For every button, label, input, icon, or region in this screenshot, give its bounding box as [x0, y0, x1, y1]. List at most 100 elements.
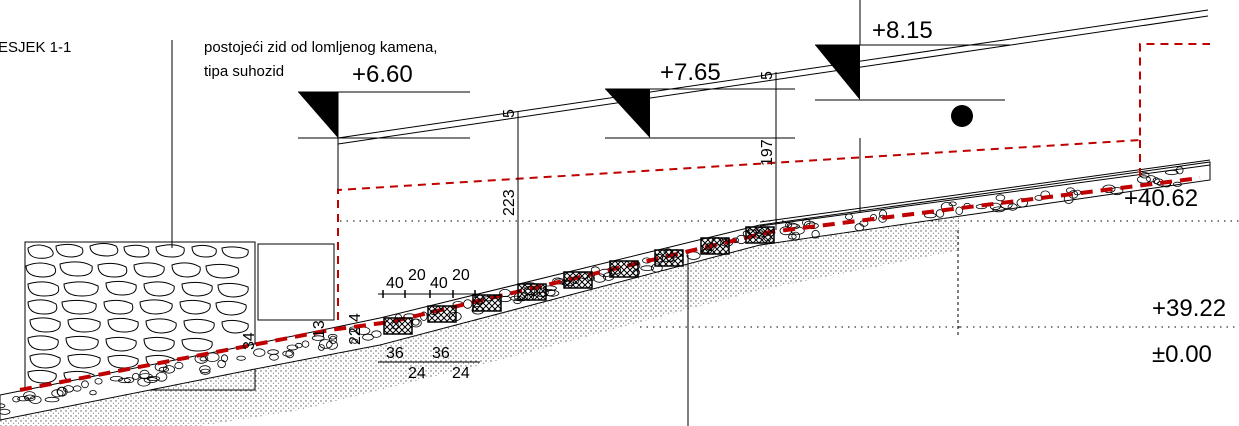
level-terrain-mid: +39.22	[1152, 295, 1226, 322]
gravel-stone	[1175, 166, 1184, 175]
gravel-stone	[199, 356, 207, 362]
dim-5-right: 5	[759, 71, 776, 80]
gravel-stone	[935, 209, 945, 218]
dim-5-left: 5	[501, 109, 518, 118]
section-title: ESJEK 1-1	[0, 39, 71, 56]
step-block	[472, 294, 502, 312]
step-block	[383, 317, 413, 335]
dim-24a: 24	[408, 365, 426, 382]
level-zero: ±0.00	[1152, 341, 1212, 368]
gravel-stone	[155, 371, 168, 382]
gravel-stone	[787, 233, 797, 240]
gravel-stone	[989, 202, 1001, 211]
gravel-stone	[236, 355, 246, 361]
step-block	[654, 249, 684, 267]
gravel-stone	[301, 340, 310, 348]
gravel-stone	[44, 396, 60, 403]
gravel-stone	[137, 377, 151, 387]
step-block	[745, 226, 775, 244]
gravel-stone	[89, 390, 97, 396]
gravel-stone	[253, 348, 266, 357]
gravel-stone	[124, 377, 135, 384]
pavement-line-2	[759, 164, 1211, 227]
gravel-stone	[0, 408, 11, 415]
gravel-stone	[0, 403, 6, 409]
gravel-stone	[217, 359, 226, 369]
gravel-stone	[199, 365, 211, 374]
soil-dots	[0, 215, 960, 426]
gravel-stone	[371, 330, 382, 338]
gravel-stone	[326, 340, 338, 350]
gravel-stone	[17, 396, 30, 402]
dim-13: 13	[311, 320, 328, 338]
gravel-stone	[1007, 203, 1018, 211]
gravel-stone	[29, 395, 42, 404]
gravel-stone	[285, 349, 295, 359]
gravel-stone	[63, 385, 74, 393]
gravel-stone	[995, 194, 1006, 202]
level-marker-left	[298, 91, 470, 190]
dim-4: 4	[347, 313, 364, 322]
dim-24b: 24	[452, 365, 470, 382]
gravel-stone	[139, 369, 150, 380]
gravel-stone	[94, 378, 103, 385]
gravel-stone	[118, 377, 131, 384]
pavement-line-1	[759, 159, 1211, 223]
steps	[383, 226, 775, 335]
gravel-stone	[162, 365, 175, 374]
step-block	[700, 237, 730, 255]
step-block	[609, 260, 639, 278]
red-dashed-outline	[337, 43, 1210, 320]
gravel-stone	[317, 344, 325, 351]
terrain-gravel	[0, 161, 1211, 421]
gravel-stone	[640, 265, 654, 272]
wall-note-line1: postojeći zid od lomljenog kamena,	[204, 39, 437, 56]
dim-36b: 36	[432, 345, 450, 362]
gravel-stone	[295, 342, 303, 349]
level-terrain-top: +40.62	[1124, 185, 1198, 212]
gravel-stone	[132, 372, 140, 380]
gravel-stone	[955, 206, 963, 215]
level-mid-roof: +7.65	[660, 59, 721, 86]
gravel-stone	[174, 361, 184, 370]
dim-step-40a: 40	[386, 275, 404, 292]
roof-line-2	[337, 15, 1209, 145]
gravel-stone	[200, 368, 211, 375]
wall-cap-box	[257, 243, 335, 321]
roof-line-1	[337, 9, 1209, 139]
dim-34: 34	[241, 332, 258, 350]
gravel-stone	[349, 326, 357, 333]
step-block	[427, 305, 457, 323]
dim-22: 22	[347, 327, 364, 345]
gravel-stone	[12, 396, 21, 403]
gravel-stone	[81, 380, 89, 389]
gravel-stone	[269, 353, 279, 361]
dim-197: 197	[759, 139, 776, 166]
step-block	[563, 271, 593, 289]
gravel-stone	[329, 335, 337, 345]
red-dashed-terrain	[19, 176, 1201, 392]
gravel-stone	[220, 354, 228, 363]
gravel-stone	[24, 394, 36, 402]
gravel-stone	[109, 376, 124, 382]
level-marker-mid	[605, 88, 795, 139]
dim-step-20b: 20	[452, 267, 470, 284]
level-right-roof: +8.15	[872, 17, 933, 44]
gravel-stone	[362, 333, 374, 341]
dim-step-20a: 20	[408, 267, 426, 284]
level-marker-right	[815, 0, 1010, 212]
gravel-stone	[992, 206, 1005, 213]
step-block	[517, 283, 547, 301]
wall-note-line2: tipa suhozid	[204, 63, 284, 80]
gravel-stone	[351, 338, 359, 344]
gravel-stone	[1145, 175, 1157, 183]
dim-36a: 36	[386, 345, 404, 362]
gravel-stone	[328, 333, 338, 340]
gravel-stone	[1172, 181, 1182, 187]
gravel-stone	[311, 335, 325, 341]
dim-step-40b: 40	[430, 275, 448, 292]
level-left-roof: +6.60	[352, 61, 413, 88]
drain-point-icon	[951, 105, 973, 127]
dim-223: 223	[501, 189, 518, 216]
